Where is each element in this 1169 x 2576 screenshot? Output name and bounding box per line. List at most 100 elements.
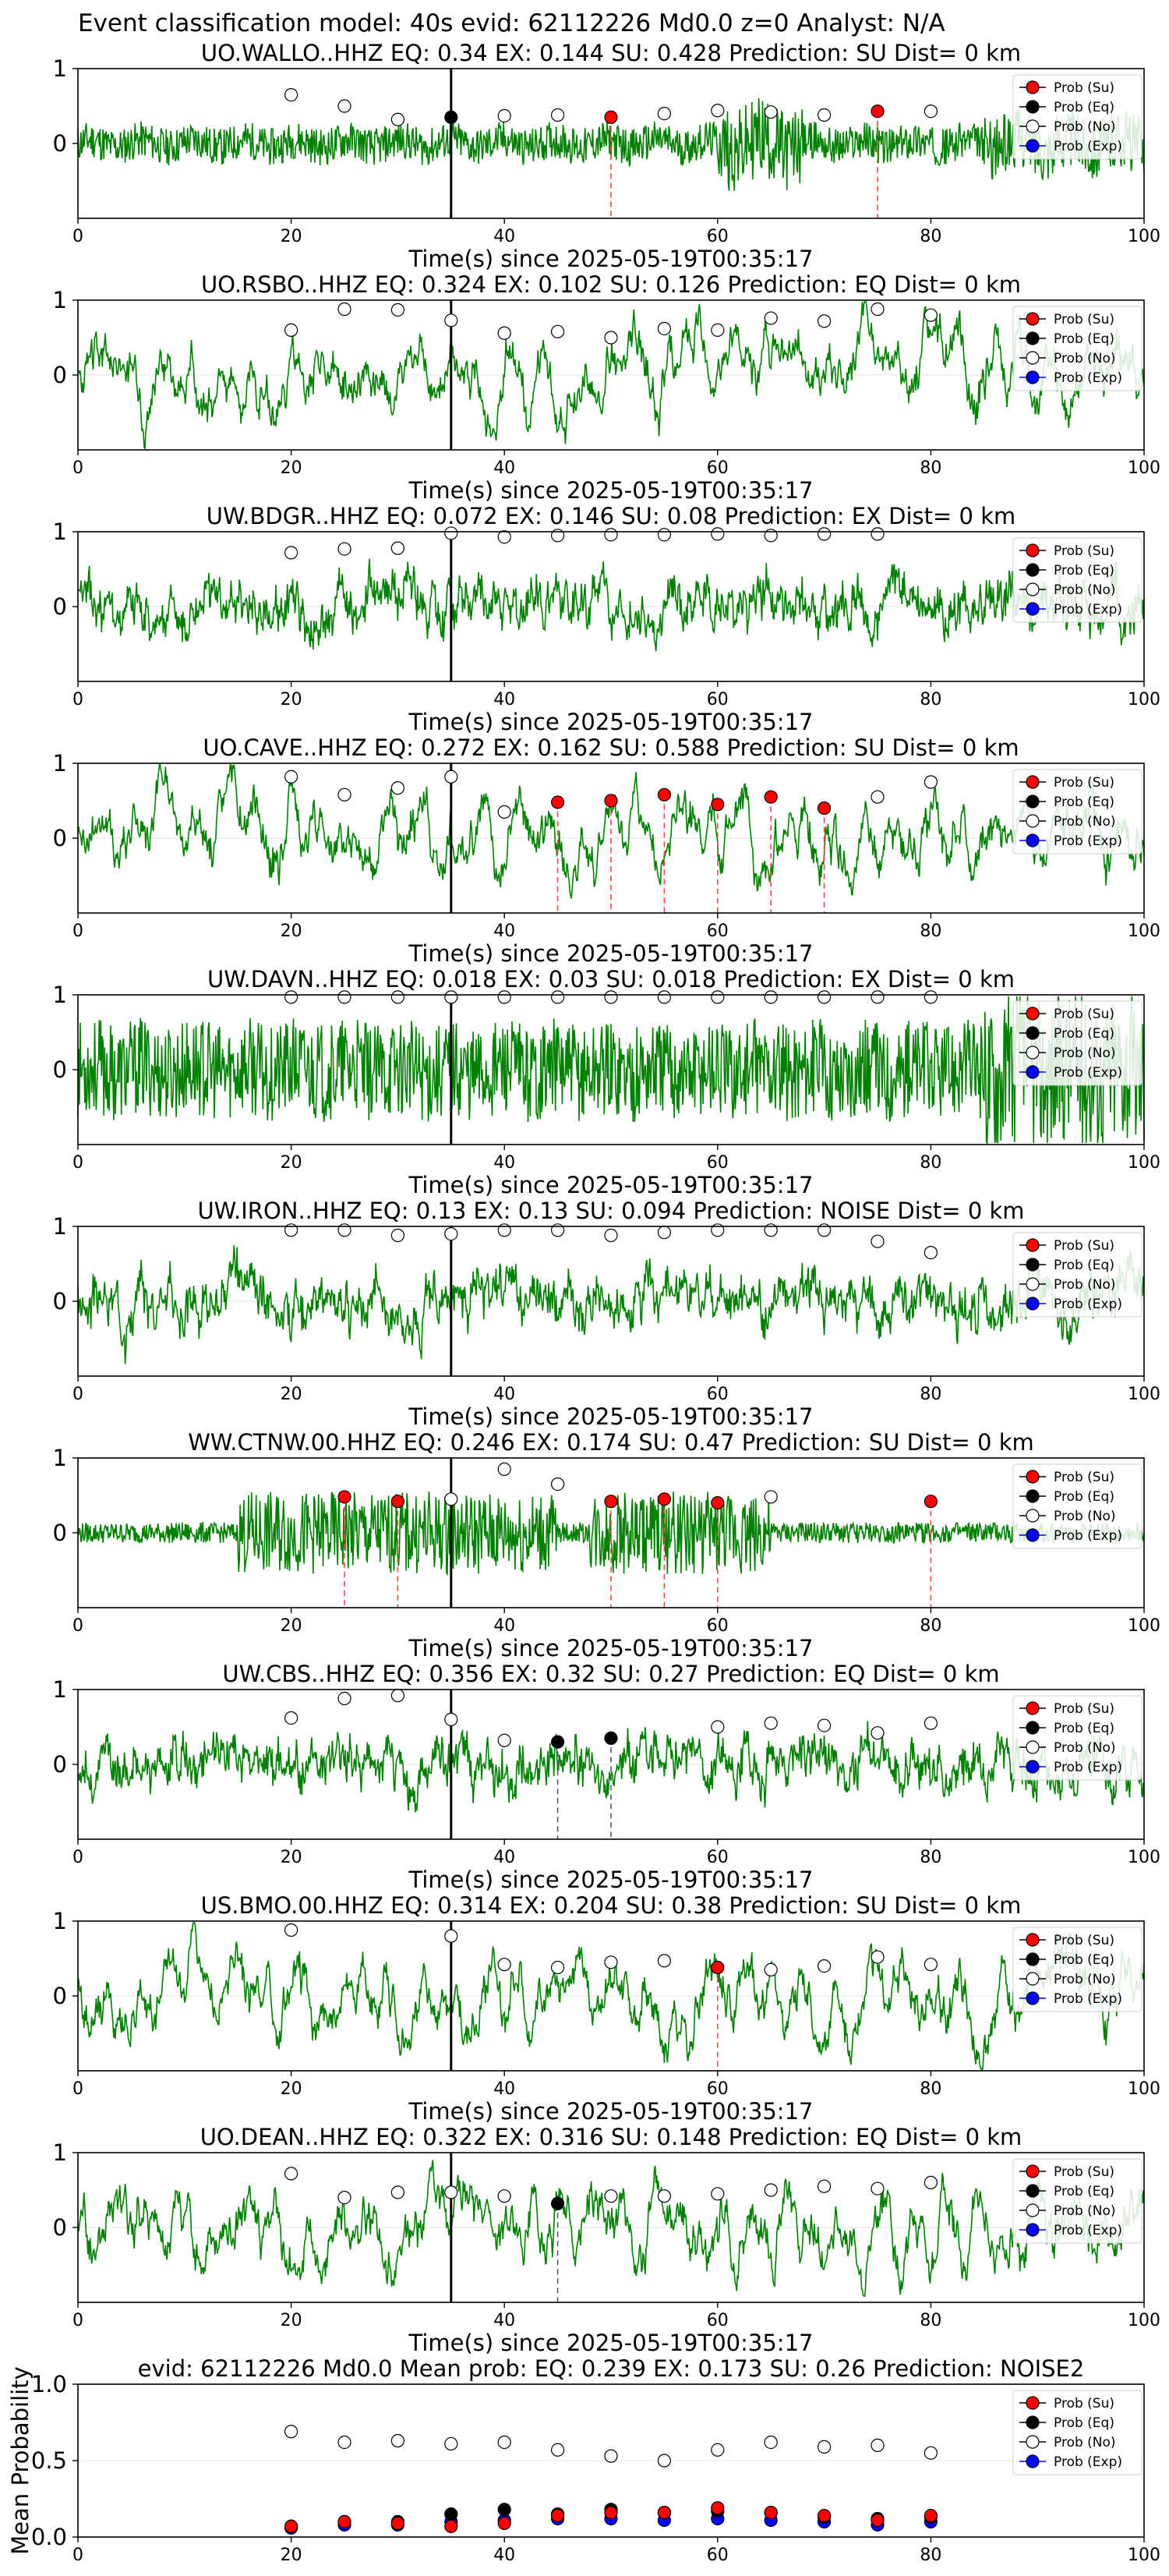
prob-marker-no <box>924 775 938 789</box>
prob-marker-no <box>871 302 885 317</box>
prob-marker-no <box>871 2181 885 2196</box>
legend-marker-su <box>1026 775 1040 789</box>
prob-marker-no <box>390 1689 404 1703</box>
x-tick-label: 20 <box>281 1616 302 1636</box>
legend-marker-su <box>1026 1701 1040 1715</box>
prob-marker-su <box>550 795 565 809</box>
legend-label: Prob (Su) <box>1054 2396 1114 2411</box>
x-tick-label: 100 <box>1128 227 1160 246</box>
legend-label: Prob (Su) <box>1054 1007 1114 1022</box>
subplot-title: UO.WALLO..HHZ EQ: 0.34 EX: 0.144 SU: 0.4… <box>201 40 1021 66</box>
prob-marker-no <box>337 1223 351 1237</box>
prob-marker-no <box>337 1691 351 1706</box>
y-tick-label: 1 <box>53 1676 67 1703</box>
x-tick-label: 100 <box>1128 1385 1160 1404</box>
prob-marker-no <box>604 1955 618 1969</box>
prob-marker-no <box>657 1954 672 1968</box>
y-tick-label: 1 <box>53 1213 67 1240</box>
legend-label: Prob (Exp) <box>1054 602 1122 617</box>
legend-marker-no <box>1026 814 1040 828</box>
y-tick-label: 0 <box>53 1751 67 1778</box>
prob-marker-no <box>444 1712 458 1726</box>
x-tick-label: 0 <box>72 1848 83 1867</box>
legend: Prob (Su) Prob (Eq) Prob (No) Prob (Exp) <box>1012 2158 1143 2244</box>
legend-marker-su <box>1026 80 1040 94</box>
subplot-2: UW.BDGR..HHZ EQ: 0.072 EX: 0.146 SU: 0.0… <box>53 503 1160 735</box>
mean-prob-marker-su <box>871 2513 885 2528</box>
prob-marker-no <box>390 2185 404 2199</box>
subplot-title: UW.DAVN..HHZ EQ: 0.018 EX: 0.03 SU: 0.01… <box>207 966 1015 993</box>
legend-marker-exp <box>1026 1297 1040 1311</box>
legend-label: Prob (Su) <box>1054 312 1114 327</box>
legend-label: Prob (Su) <box>1054 2164 1114 2180</box>
legend: Prob (Su) Prob (Eq) Prob (No) Prob (Exp) <box>1012 1000 1143 1086</box>
legend-label: Prob (Eq) <box>1054 1952 1114 1968</box>
legend-marker-su <box>1026 2164 1040 2178</box>
prob-marker-su <box>337 1490 351 1504</box>
mean-prob-marker-su <box>657 2506 672 2520</box>
x-tick-label: 60 <box>707 2311 729 2330</box>
x-tick-label: 100 <box>1128 690 1160 709</box>
waveform-trace <box>77 558 1145 652</box>
legend-label: Prob (No) <box>1054 1509 1116 1524</box>
prob-marker-no <box>764 1716 778 1730</box>
legend-marker-no <box>1026 351 1040 365</box>
legend-marker-su <box>1026 1933 1040 1947</box>
legend-marker-eq <box>1026 1258 1040 1272</box>
prob-marker-no <box>711 1223 725 1237</box>
prob-marker-no <box>444 1929 458 1943</box>
prob-marker-no <box>444 1492 458 1506</box>
prob-marker-no <box>657 990 672 1004</box>
prob-marker-su <box>604 1495 618 1509</box>
waveform-trace <box>77 1721 1145 1813</box>
x-tick-label: 80 <box>920 1616 941 1636</box>
prob-marker-su <box>604 794 618 808</box>
prob-marker-no <box>550 324 565 338</box>
prob-marker-no <box>284 1223 298 1237</box>
legend-label: Prob (No) <box>1054 2203 1116 2219</box>
legend-box <box>1012 1232 1143 1318</box>
prob-marker-no <box>657 2189 672 2203</box>
x-tick-label: 40 <box>493 1848 515 1867</box>
prob-marker-su <box>390 1495 404 1509</box>
x-tick-label: 40 <box>493 227 515 246</box>
mean-prob-marker-no <box>550 2443 565 2457</box>
prob-marker-no <box>444 1226 458 1241</box>
y-tick-label: 0.0 <box>31 2524 67 2550</box>
legend-marker-su <box>1026 312 1040 326</box>
legend-marker-eq <box>1026 563 1040 577</box>
legend-label: Prob (Exp) <box>1054 370 1122 386</box>
prob-marker-no <box>764 2183 778 2197</box>
prob-marker-su <box>764 790 778 804</box>
subplot-title: UW.CBS..HHZ EQ: 0.356 EX: 0.32 SU: 0.27 … <box>222 1661 999 1687</box>
legend: Prob (Su) Prob (Eq) Prob (No) Prob (Exp) <box>1012 2390 1143 2475</box>
subplot-title: US.BMO.00.HHZ EQ: 0.314 EX: 0.204 SU: 0.… <box>201 1892 1022 1919</box>
x-tick-label: 0 <box>72 922 83 941</box>
prob-marker-no <box>550 990 565 1004</box>
y-tick-label: 0 <box>53 362 67 388</box>
prob-marker-no <box>657 321 672 336</box>
mean-prob-marker-su <box>764 2506 778 2520</box>
subplot-title: UO.RSBO..HHZ EQ: 0.324 EX: 0.102 SU: 0.1… <box>201 271 1021 298</box>
subplot-6: WW.CTNW.00.HHZ EQ: 0.246 EX: 0.174 SU: 0… <box>53 1429 1160 1661</box>
x-tick-label: 80 <box>920 458 941 478</box>
mean-prob-marker-su <box>711 2501 725 2515</box>
mean-prob-marker-no <box>817 2440 832 2454</box>
y-tick-label: 1 <box>53 55 67 82</box>
subplot-10: evid: 62112226 Md0.0 Mean prob: EQ: 0.23… <box>7 2355 1160 2565</box>
prob-marker-eq <box>604 1731 618 1745</box>
prob-marker-no <box>764 1490 778 1504</box>
legend-box <box>1012 769 1143 855</box>
prob-marker-no <box>924 308 938 322</box>
prob-marker-no <box>337 302 351 317</box>
x-tick-label: 0 <box>72 1153 83 1173</box>
legend-label: Prob (Su) <box>1054 543 1114 559</box>
legend-label: Prob (No) <box>1054 119 1116 135</box>
mean-prob-marker-su <box>284 2519 298 2533</box>
prob-marker-no <box>604 528 618 542</box>
legend-marker-exp <box>1026 1991 1040 2005</box>
prob-marker-su <box>711 1495 725 1510</box>
subplot-title: UO.DEAN..HHZ EQ: 0.322 EX: 0.316 SU: 0.1… <box>200 2124 1022 2150</box>
mean-prob-marker-no <box>497 2435 511 2450</box>
mean-prob-marker-no <box>657 2454 672 2468</box>
